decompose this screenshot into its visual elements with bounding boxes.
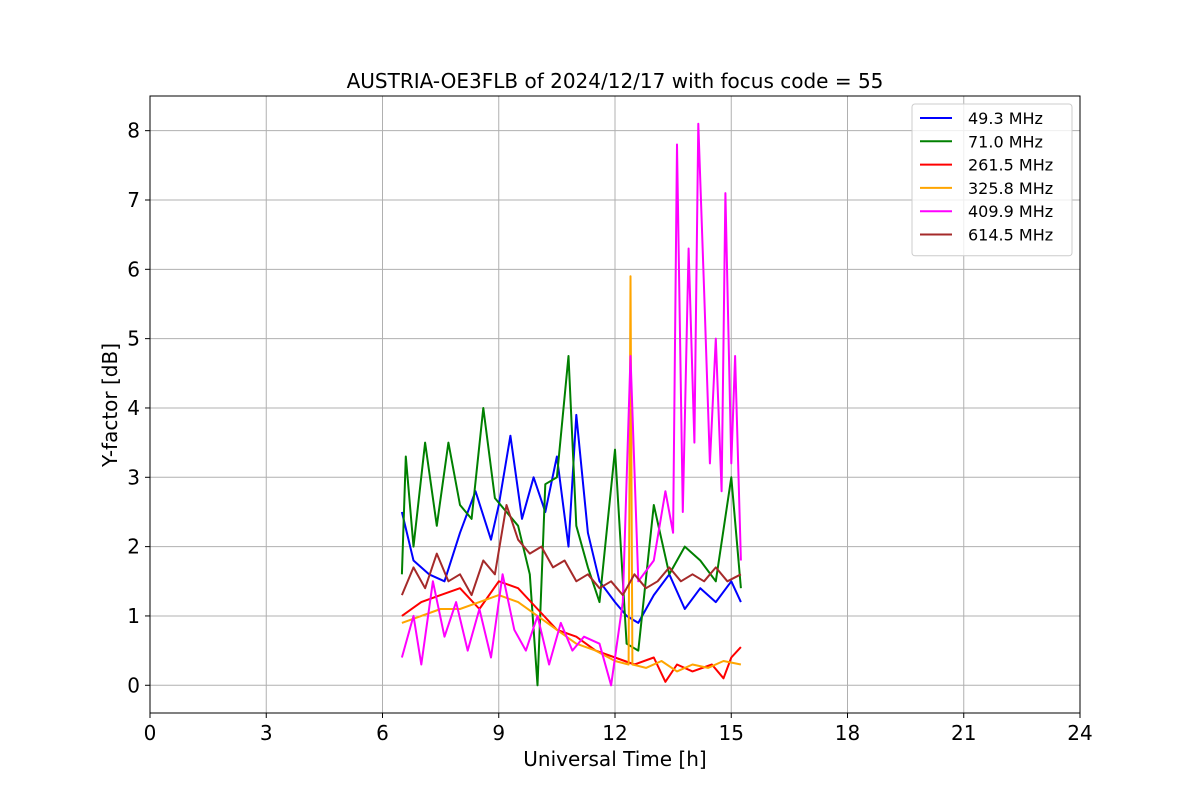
series-line-4 <box>400 122 742 687</box>
x-tick-label: 9 <box>492 721 505 745</box>
series-line-2 <box>401 580 742 683</box>
y-tick-label: 4 <box>127 396 140 420</box>
x-tick-label: 18 <box>835 721 860 745</box>
x-tick-label: 6 <box>376 721 389 745</box>
series-line-3 <box>401 275 742 673</box>
y-tick-label: 6 <box>127 257 140 281</box>
x-tick-label: 0 <box>144 721 157 745</box>
y-tick-label: 3 <box>127 465 140 489</box>
legend-label: 71.0 MHz <box>968 132 1043 151</box>
series-line-5 <box>400 504 742 597</box>
legend-label: 49.3 MHz <box>968 109 1043 128</box>
x-axis-title: Universal Time [h] <box>523 747 706 771</box>
y-tick-label: 7 <box>127 188 140 212</box>
chart-title: AUSTRIA-OE3FLB of 2024/12/17 with focus … <box>347 69 884 93</box>
x-tick-label: 12 <box>602 721 627 745</box>
x-tick-label: 21 <box>951 721 976 745</box>
y-tick-label: 2 <box>127 535 140 559</box>
series-lines <box>400 122 742 687</box>
y-axis-title: Y-factor [dB] <box>98 343 122 468</box>
x-tick-label: 24 <box>1067 721 1092 745</box>
x-tick-label: 3 <box>260 721 273 745</box>
legend-label: 325.8 MHz <box>968 179 1053 198</box>
y-tick-label: 5 <box>127 327 140 351</box>
series-line-0 <box>400 413 742 624</box>
y-tick-label: 1 <box>127 604 140 628</box>
y-tick-label: 0 <box>127 673 140 697</box>
y-tick-label: 8 <box>127 119 140 143</box>
legend: 49.3 MHz 71.0 MHz 261.5 MHz 325.8 MHz 40… <box>911 103 1073 257</box>
legend-label: 261.5 MHz <box>968 156 1053 175</box>
x-tick-label: 15 <box>719 721 744 745</box>
legend-label: 614.5 MHz <box>968 226 1053 245</box>
grid-lines <box>149 96 1081 713</box>
legend-label: 409.9 MHz <box>968 202 1053 221</box>
